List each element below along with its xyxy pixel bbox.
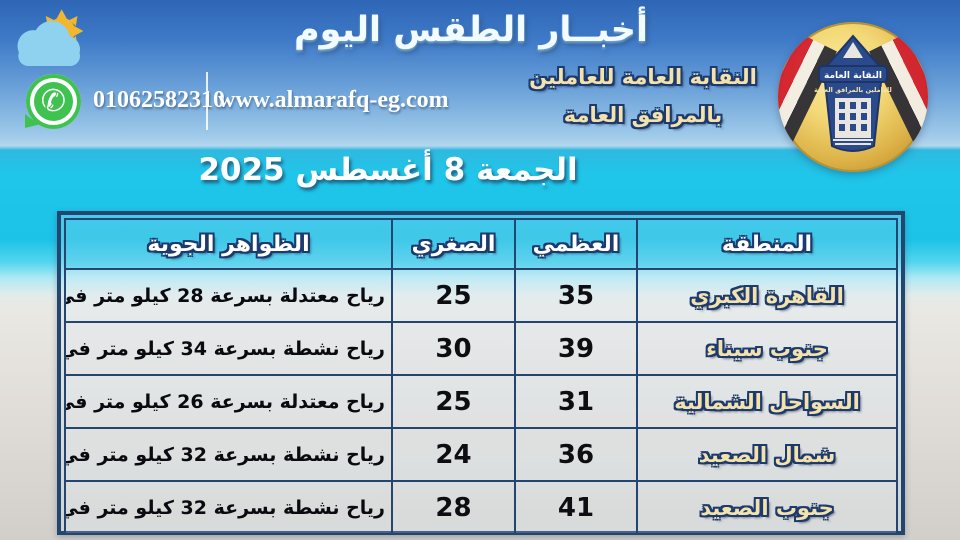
- organization-line2: بالمرافق العامة: [563, 103, 723, 127]
- phenomena-cell: رياح معتدلة بسرعة 26 كيلو متر في الساعة: [64, 374, 393, 429]
- min-temp-cell: 24: [391, 427, 516, 482]
- syndicate-emblem: النقابة العامة للعاملين بالمرافق العامة: [814, 34, 892, 152]
- website-link[interactable]: www.almarafq-eg.com: [218, 87, 449, 113]
- phone-number: 01062582310: [93, 87, 225, 113]
- min-temp-cell: 25: [391, 374, 516, 429]
- region-cell: القاهرة الكبري: [636, 268, 898, 323]
- divider: [206, 72, 208, 130]
- region-cell: جنوب الصعيد: [636, 480, 898, 535]
- phenomena-cell: رياح معتدلة بسرعة 28 كيلو متر في الساعة: [64, 268, 393, 323]
- organization-name: النقابة العامة للعاملين بالمرافق العامة: [512, 58, 774, 134]
- max-temp-cell: 35: [514, 268, 638, 323]
- organization-line1: النقابة العامة للعاملين: [529, 65, 757, 89]
- max-temp-cell: 31: [514, 374, 638, 429]
- max-temp-cell: 41: [514, 480, 638, 535]
- emblem-building: [833, 98, 873, 145]
- table-row: السواحل الشمالية 31 25 رياح معتدلة بسرعة…: [64, 374, 898, 429]
- weather-table-wrapper: المنطقة العظمي الصغري الظواهر الجوية الق…: [57, 211, 905, 535]
- column-header-min: الصغري: [391, 218, 516, 270]
- page-title: أخبــار الطقس اليوم: [293, 10, 649, 50]
- column-header-phenomena: الظواهر الجوية: [64, 218, 393, 270]
- table-row: جنوب سيناء 39 30 رياح نشطة بسرعة 34 كيلو…: [64, 321, 898, 376]
- region-cell: شمال الصعيد: [636, 427, 898, 482]
- phenomena-cell: رياح نشطة بسرعة 32 كيلو متر في الساعة: [64, 480, 393, 535]
- cloud-sun-icon: [8, 6, 92, 80]
- syndicate-logo: النقابة العامة للعاملين بالمرافق العامة: [778, 22, 928, 172]
- min-temp-cell: 30: [391, 321, 516, 376]
- phenomena-cell: رياح نشطة بسرعة 32 كيلو متر في الساعة: [64, 427, 393, 482]
- table-row: جنوب الصعيد 41 28 رياح نشطة بسرعة 32 كيل…: [64, 480, 898, 535]
- emblem-text-line2: للعاملين بالمرافق العامة: [814, 86, 892, 94]
- whatsapp-icon[interactable]: [26, 74, 81, 129]
- table-row: شمال الصعيد 36 24 رياح نشطة بسرعة 32 كيل…: [64, 427, 898, 482]
- max-temp-cell: 36: [514, 427, 638, 482]
- date-heading: الجمعة 8 أغسطس 2025: [198, 152, 578, 188]
- emblem-text-line1: النقابة العامة: [824, 71, 882, 81]
- max-temp-cell: 39: [514, 321, 638, 376]
- column-header-max: العظمي: [514, 218, 638, 270]
- column-header-region: المنطقة: [636, 218, 898, 270]
- region-cell: السواحل الشمالية: [636, 374, 898, 429]
- min-temp-cell: 28: [391, 480, 516, 535]
- phenomena-cell: رياح نشطة بسرعة 34 كيلو متر في الساعة: [64, 321, 393, 376]
- table-header-row: المنطقة العظمي الصغري الظواهر الجوية: [64, 218, 898, 270]
- weather-table: المنطقة العظمي الصغري الظواهر الجوية الق…: [64, 218, 898, 535]
- table-row: القاهرة الكبري 35 25 رياح معتدلة بسرعة 2…: [64, 268, 898, 323]
- min-temp-cell: 25: [391, 268, 516, 323]
- region-cell: جنوب سيناء: [636, 321, 898, 376]
